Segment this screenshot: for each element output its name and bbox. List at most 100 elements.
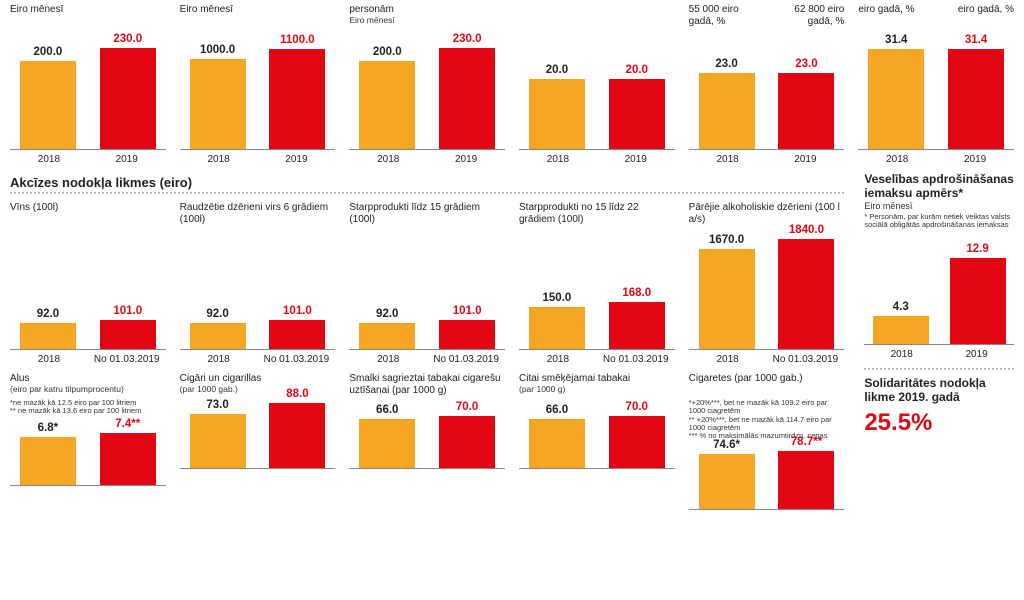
bar-value: 73.0	[206, 399, 228, 411]
bar: 1100.0	[264, 34, 332, 149]
x-label: No 01.03.2019	[597, 354, 675, 365]
bar-value: 230.0	[113, 33, 142, 45]
x-axis: 20182019	[858, 150, 1014, 165]
bar-chart: Pārējie alkoholiskie dzērieni (100 l a/s…	[689, 202, 845, 365]
bar: 101.0	[94, 305, 162, 349]
bar: 101.0	[433, 305, 501, 349]
bar-chart: Smalki sagrieztai tabakai cigarešu uztīš…	[349, 373, 505, 514]
x-label: 2018	[519, 354, 597, 365]
bar-value: 31.4	[885, 34, 907, 46]
solidarity-value: 25.5%	[864, 409, 1014, 437]
x-label: No 01.03.2019	[767, 354, 845, 365]
x-label: 2018	[689, 354, 767, 365]
bar-rect	[609, 302, 665, 349]
bar-chart: 20.020.020182019	[519, 4, 675, 165]
chart-subtitle: Alus(eiro par katru tilpumprocentu)	[10, 373, 166, 397]
chart-bars: 4.3 12.9	[864, 235, 1014, 345]
right-title: Veselības apdrošināšanas iemaksu apmērs*	[864, 173, 1014, 201]
bar-value: 101.0	[113, 305, 142, 317]
bar-rect	[778, 73, 834, 149]
bar-value: 4.3	[893, 301, 909, 313]
bar-rect	[359, 419, 415, 468]
bar: 70.0	[433, 401, 501, 468]
bar-rect	[269, 49, 325, 149]
chart-bars: 92.0 101.0	[10, 230, 166, 350]
bar-value: 66.0	[546, 404, 568, 416]
x-label: 2018	[349, 154, 427, 165]
bar-value: 1100.0	[280, 34, 315, 46]
bar: 1000.0	[184, 44, 252, 149]
section-title: Akcīzes nodokļa likmes (eiro)	[10, 175, 844, 194]
bar: 31.4	[862, 34, 930, 149]
chart-bars: 92.0101.0	[349, 230, 505, 350]
bar-rect	[439, 320, 495, 349]
bar: 6.8*	[14, 422, 82, 485]
bar: 12.9	[945, 243, 1010, 344]
chart-subtitle: Smalki sagrieztai tabakai cigarešu uztīš…	[349, 373, 505, 397]
bar-value: 101.0	[453, 305, 482, 317]
bar: 20.0	[603, 64, 671, 149]
bar-value: 7.4**	[115, 418, 140, 430]
bar-rect	[439, 48, 495, 149]
chart-subtitle: Starpprodukti no 15 līdz 22 grādiem (100…	[519, 202, 675, 228]
bar-value: 1840.0	[789, 224, 824, 236]
bar-value: 20.0	[546, 64, 568, 76]
bar-chart: Vīns (100l)92.0101.02018No 01.03.2019	[10, 202, 166, 365]
x-label: 2019	[258, 154, 336, 165]
bar-value: 200.0	[34, 46, 63, 58]
x-label: 2019	[597, 154, 675, 165]
bar-chart: Cigāri un cigarillas(par 1000 gab.)73.08…	[180, 373, 336, 514]
chart-subtitle: personāmEiro mēnesī	[349, 4, 505, 28]
bar-rect	[190, 323, 246, 349]
x-label: 2019	[427, 154, 505, 165]
bar-rect	[529, 419, 585, 468]
bar-rect	[359, 61, 415, 149]
bar-rect	[100, 320, 156, 349]
bar-chart: Eiro mēnesī1000.01100.020182019	[180, 4, 336, 165]
chart-bars: 6.8* 7.4**	[10, 416, 166, 486]
chart-subtitle	[864, 229, 1014, 233]
chart-footnote: *+20%***, bet ne mazāk kā 109.2 eiro par…	[689, 399, 845, 440]
bar-rect	[778, 239, 834, 349]
x-label: No 01.03.2019	[258, 354, 336, 365]
chart-bars: 200.0 230.0	[10, 30, 166, 150]
chart-bars: 200.0 230.0	[349, 30, 505, 150]
bar-rect	[950, 258, 1006, 344]
solidarity-title: Solidaritātes nodokļa likme 2019. gadā	[864, 376, 1014, 405]
chart-bars: 73.088.0	[180, 399, 336, 469]
x-axis: 2018No 01.03.2019	[180, 350, 336, 365]
bar-value: 230.0	[453, 33, 482, 45]
bar-rect	[359, 323, 415, 349]
bar: 78.7**	[773, 436, 841, 509]
x-label: 2018	[10, 354, 88, 365]
bar-rect	[609, 416, 665, 468]
bar-rect	[778, 451, 834, 509]
bar: 230.0	[433, 33, 501, 149]
x-label: 2018	[10, 154, 88, 165]
x-axis: 20182019	[349, 150, 505, 165]
bar-chart: Alus(eiro par katru tilpumprocentu)*ne m…	[10, 373, 166, 514]
x-label: 2018	[349, 354, 427, 365]
bar: 150.0	[523, 292, 591, 349]
bar-chart: personāmEiro mēnesī 200.0 230.0 20182019	[349, 4, 505, 165]
bar: 101.0	[264, 305, 332, 349]
bar: 31.4	[942, 34, 1010, 149]
bar-rect	[699, 454, 755, 509]
chart-subtitle: Eiro mēnesī	[180, 4, 336, 28]
bar-rect	[948, 49, 1004, 149]
bar: 92.0	[14, 308, 82, 349]
right-subtitle: Eiro mēnesī	[864, 201, 1014, 211]
chart-bars: 66.070.0	[519, 399, 675, 469]
bar-value: 168.0	[622, 287, 651, 299]
bar-value: 31.4	[965, 34, 987, 46]
bar: 1840.0	[773, 224, 841, 349]
bar-chart: Eiro mēnesī200.0230.020182019	[10, 4, 166, 165]
x-label: 2018	[864, 349, 939, 360]
bar: 200.0	[353, 46, 421, 149]
chart-bars: 92.0101.0	[180, 230, 336, 350]
bar: 230.0	[94, 33, 162, 149]
x-axis	[689, 510, 845, 514]
bar-value: 70.0	[456, 401, 478, 413]
chart-bars: 74.6*78.7**	[689, 440, 845, 510]
bar: 88.0	[264, 388, 332, 468]
